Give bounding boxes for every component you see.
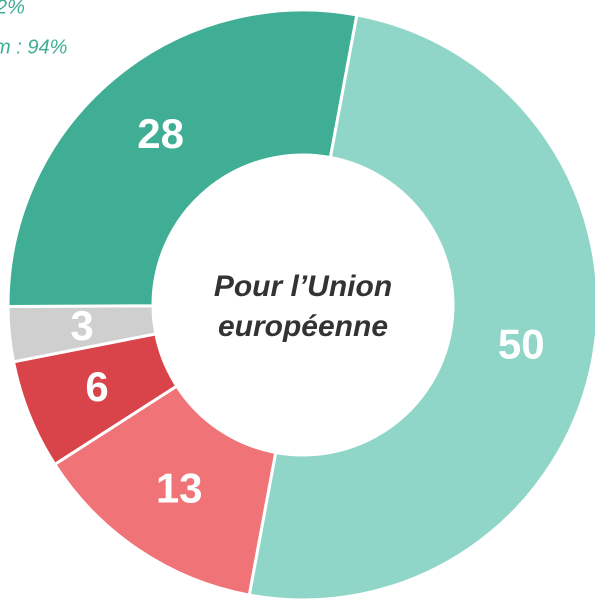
annotation: m : 94% <box>0 36 67 58</box>
center-label: européenne <box>218 310 388 343</box>
annotation: 2% <box>0 0 25 18</box>
value-label: 50 <box>498 321 545 368</box>
donut-slice <box>6 8 359 309</box>
value-label: 3 <box>70 302 93 349</box>
center-label: Pour l’Union <box>214 270 392 303</box>
value-label: 28 <box>137 110 184 157</box>
donut-slice <box>247 13 595 599</box>
value-label: 6 <box>85 363 108 410</box>
value-label: 13 <box>156 464 203 511</box>
